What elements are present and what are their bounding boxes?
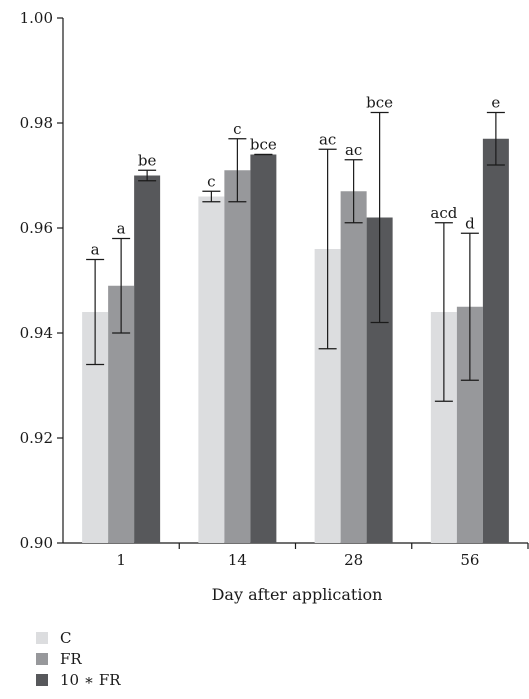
legend-label: FR	[60, 649, 82, 668]
legend-item: 10 ∗ FR	[36, 669, 121, 690]
y-tick-label: 0.92	[20, 429, 53, 447]
x-tick-label: 14	[228, 551, 247, 569]
significance-label: ac	[345, 141, 362, 159]
significance-label: e	[491, 94, 500, 112]
legend-label: 10 ∗ FR	[60, 670, 121, 689]
significance-label: a	[117, 220, 126, 238]
y-tick-label: 0.90	[20, 534, 53, 552]
y-tick-label: 0.98	[20, 114, 53, 132]
x-tick-label: 56	[460, 551, 479, 569]
y-tick-label: 0.96	[20, 219, 53, 237]
legend-swatch	[36, 631, 48, 644]
significance-label: d	[465, 214, 475, 232]
x-tick-label: 1	[116, 551, 126, 569]
legend-swatch	[36, 652, 48, 665]
significance-label: ac	[319, 130, 336, 148]
y-tick-label: 1.00	[20, 9, 53, 27]
bar	[340, 191, 367, 543]
legend-item: C	[36, 627, 121, 648]
y-tick-label: 0.94	[20, 324, 53, 342]
bars	[82, 138, 509, 543]
significance-label: c	[233, 120, 241, 138]
significance-label: bce	[366, 94, 393, 112]
x-axis-title: Day after application	[212, 585, 383, 604]
significance-label: c	[207, 172, 215, 190]
error-bars	[86, 111, 505, 402]
legend-item: FR	[36, 648, 121, 669]
bar	[482, 138, 509, 543]
bar-chart: 0.900.920.940.960.981.001 14 28 56 acacacda…	[20, 9, 529, 604]
legend-swatch	[36, 673, 48, 686]
significance-label: acd	[430, 204, 457, 222]
bar	[134, 175, 161, 543]
legend: C FR 10 ∗ FR	[36, 627, 121, 690]
legend-label: C	[60, 628, 72, 647]
bar	[250, 154, 277, 543]
significance-label: a	[91, 241, 100, 259]
bar	[198, 196, 225, 543]
significance-label: be	[138, 151, 157, 169]
x-tick-label: 28	[344, 551, 363, 569]
significance-label: bce	[250, 136, 277, 154]
axes: 0.90 0.92 0.94 0.96 0.98 1.00 1 14 28 56	[20, 9, 529, 569]
bar	[224, 170, 251, 543]
